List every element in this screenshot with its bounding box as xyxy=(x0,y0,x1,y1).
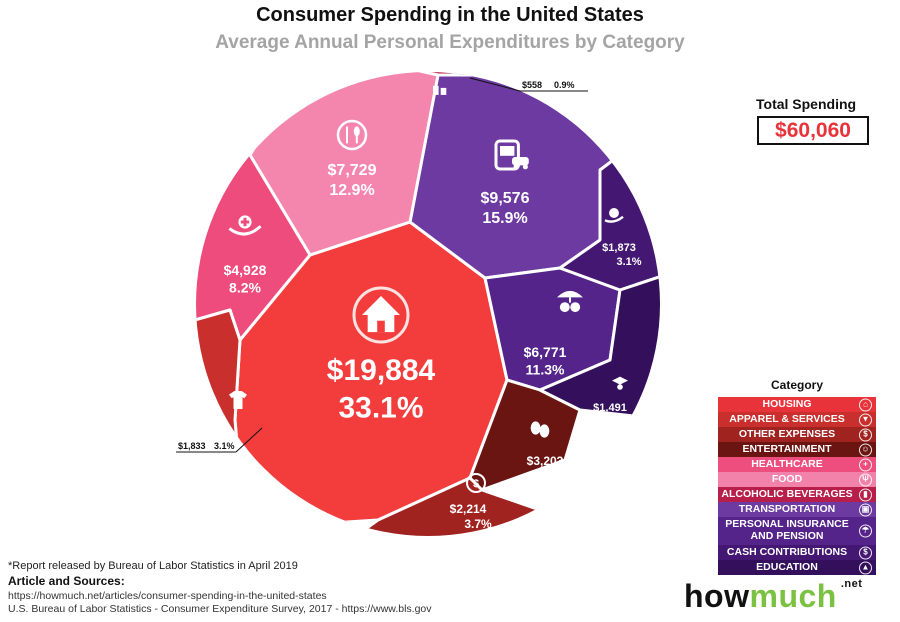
percent-label-cash-contributions: 3.1% xyxy=(616,256,641,268)
footnote: *Report released by Bureau of Labor Stat… xyxy=(8,560,298,572)
coin-icon: $ xyxy=(466,473,486,493)
legend-item-entertainment: ENTERTAINMENT ☺ xyxy=(718,442,876,457)
legend-item-housing: HOUSING ⌂ xyxy=(718,397,876,412)
amount-label-personal-insurance-and-pension: $6,771 xyxy=(524,344,567,360)
logo-part-how: how xyxy=(684,578,750,614)
shirt-icon xyxy=(229,391,247,409)
logo-part-much: much xyxy=(749,578,837,614)
sources-title: Article and Sources: xyxy=(8,574,125,588)
percent-label-apparel-services: 3.1% xyxy=(214,441,235,451)
medical-icon xyxy=(228,215,262,236)
amount-label-food: $7,729 xyxy=(328,162,377,179)
amount-label-entertainment: $3,203 xyxy=(527,454,564,468)
source-bls: U.S. Bureau of Labor Statistics - Consum… xyxy=(8,603,432,615)
percent-label-food: 12.9% xyxy=(329,182,374,199)
svg-text:$: $ xyxy=(473,478,479,490)
percent-label-alcoholic-beverages: 0.9% xyxy=(554,80,575,90)
legend-item-food: FOOD Ψ xyxy=(718,472,876,487)
umbrella-icon xyxy=(557,290,583,313)
amount-label-cash-contributions: $1,873 xyxy=(602,242,636,254)
masks-icon xyxy=(530,421,550,438)
chart-title: Consumer Spending in the United States xyxy=(256,4,644,26)
shirt-icon: ▼ xyxy=(859,413,872,426)
legend-label: APPAREL & SERVICES xyxy=(729,412,845,425)
amount-label-education: $1,491 xyxy=(593,402,627,414)
bus-car-icon: ▣ xyxy=(859,503,872,516)
legend-label: TRANSPORTATION xyxy=(738,502,836,515)
slice-alcoholic-beverages[interactable] xyxy=(378,48,522,77)
legend-label: ENTERTAINMENT xyxy=(742,442,832,455)
legend-label: FOOD xyxy=(771,472,803,485)
legend-label: EDUCATION xyxy=(756,560,818,573)
dollar-coin-icon: $ xyxy=(859,428,872,441)
source-link-article[interactable]: https://howmuch.net/articles/consumer-sp… xyxy=(8,590,327,602)
amount-label-transportation: $9,576 xyxy=(481,190,530,207)
legend-label: HEALTHCARE xyxy=(751,457,823,470)
legend-title: Category xyxy=(770,378,823,392)
house-icon: ⌂ xyxy=(859,398,872,411)
coinhand-icon xyxy=(604,208,624,223)
percent-label-healthcare: 8.2% xyxy=(229,280,261,296)
house-icon xyxy=(352,286,410,344)
legend-item-personal-insurance-and-pension: PERSONAL INSURANCE AND PENSION ☂ xyxy=(718,517,876,545)
howmuch-logo[interactable]: howmuch .net xyxy=(684,578,862,615)
category-legend: HOUSING ⌂ APPAREL & SERVICES ▼ OTHER EXPENSE… xyxy=(718,397,876,575)
legend-item-alcoholic-beverages: ALCOHOLIC BEVERAGES ▮ xyxy=(718,487,876,502)
legend-item-healthcare: HEALTHCARE + xyxy=(718,457,876,472)
logo-suffix: .net xyxy=(840,578,863,590)
grad-icon xyxy=(612,376,628,390)
percent-label-transportation: 15.9% xyxy=(482,210,527,227)
total-spending-label: Total Spending xyxy=(756,96,857,112)
slice-education[interactable] xyxy=(538,268,680,422)
chart-subtitle: Average Annual Personal Expenditures by … xyxy=(215,32,685,53)
amount-label-other-expenses: $2,214 xyxy=(450,502,487,516)
bus-icon xyxy=(494,139,529,171)
fork-icon xyxy=(336,119,368,151)
legend-item-cash-contributions: CASH CONTRIBUTIONS $ xyxy=(718,545,876,560)
coin-hand-icon: $ xyxy=(859,546,872,559)
percent-label-housing: 33.1% xyxy=(338,392,423,425)
legend-label: OTHER EXPENSES xyxy=(738,427,836,440)
legend-label: ALCOHOLIC BEVERAGES xyxy=(721,487,853,500)
total-spending-value: $60,060 xyxy=(757,116,869,145)
drinks-icon: ▮ xyxy=(859,488,872,501)
percent-label-other-expenses: 3.7% xyxy=(464,517,492,531)
umbrella-money-icon: ☂ xyxy=(859,524,872,538)
amount-label-housing: $19,884 xyxy=(327,354,436,387)
percent-label-education: 2.5% xyxy=(607,416,632,428)
drinks-icon xyxy=(433,85,447,95)
legend-item-apparel-services: APPAREL & SERVICES ▼ xyxy=(718,412,876,427)
amount-label-healthcare: $4,928 xyxy=(224,262,267,278)
legend-item-transportation: TRANSPORTATION ▣ xyxy=(718,502,876,517)
health-hand-icon: + xyxy=(859,458,872,471)
amount-label-alcoholic-beverages: $558 xyxy=(522,80,542,90)
theater-masks-icon: ☺ xyxy=(859,443,872,456)
legend-item-other-expenses: OTHER EXPENSES $ xyxy=(718,427,876,442)
amount-label-apparel-services: $1,833 xyxy=(178,441,206,451)
graduation-cap-icon: ▲ xyxy=(859,561,872,574)
legend-label: CASH CONTRIBUTIONS xyxy=(726,545,848,558)
legend-label: HOUSING xyxy=(762,397,812,410)
percent-label-personal-insurance-and-pension: 11.3% xyxy=(526,362,565,378)
legend-label: PERSONAL INSURANCE AND PENSION xyxy=(725,518,849,542)
fork-spoon-icon: Ψ xyxy=(859,473,872,486)
percent-label-entertainment: 5.3% xyxy=(541,469,569,483)
legend-item-education: EDUCATION ▲ xyxy=(718,560,876,575)
